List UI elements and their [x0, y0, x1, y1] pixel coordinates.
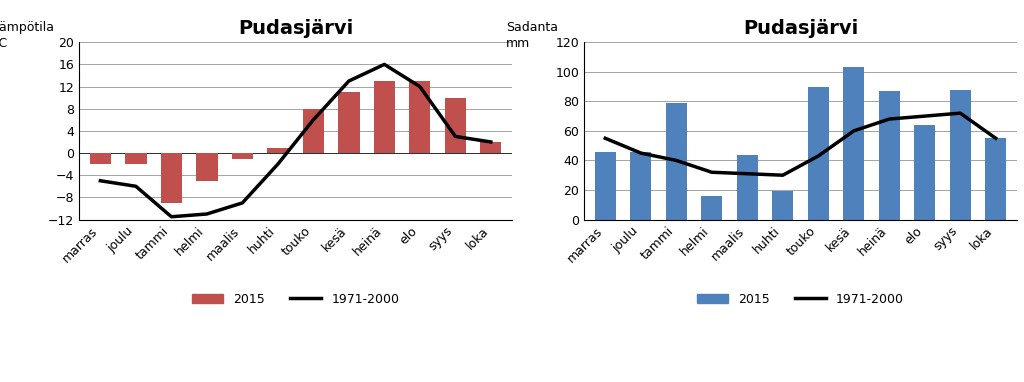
- Bar: [161, 153, 182, 203]
- Bar: [595, 152, 616, 220]
- Bar: [90, 153, 111, 164]
- Bar: [736, 155, 758, 220]
- Text: mm: mm: [506, 37, 530, 50]
- Bar: [267, 147, 289, 153]
- Bar: [630, 152, 651, 220]
- Bar: [772, 191, 794, 220]
- Bar: [843, 67, 864, 220]
- Bar: [303, 109, 324, 153]
- Bar: [808, 87, 829, 220]
- Bar: [197, 153, 217, 181]
- Bar: [231, 153, 253, 159]
- Title: Pudasjärvi: Pudasjärvi: [742, 19, 858, 38]
- Bar: [914, 125, 935, 220]
- Legend: 2015, 1971-2000: 2015, 1971-2000: [187, 288, 404, 311]
- Bar: [410, 81, 430, 153]
- Bar: [879, 91, 900, 220]
- Text: Sadanta: Sadanta: [506, 21, 558, 34]
- Bar: [444, 98, 466, 153]
- Bar: [374, 81, 395, 153]
- Bar: [125, 153, 146, 164]
- Bar: [480, 142, 502, 153]
- Bar: [701, 196, 723, 220]
- Bar: [949, 89, 971, 220]
- Legend: 2015, 1971-2000: 2015, 1971-2000: [692, 288, 909, 311]
- Bar: [338, 92, 359, 153]
- Bar: [666, 103, 687, 220]
- Title: Pudasjärvi: Pudasjärvi: [238, 19, 353, 38]
- Bar: [985, 138, 1007, 220]
- Text: °C: °C: [0, 37, 7, 50]
- Text: Lämpötila: Lämpötila: [0, 21, 54, 34]
